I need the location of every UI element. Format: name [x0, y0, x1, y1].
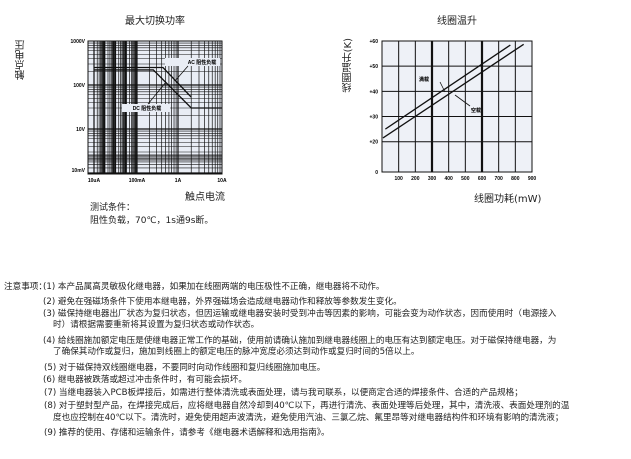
chart2-series-line-full-load: [384, 44, 511, 130]
chart2-series-line-no-load: [382, 43, 525, 139]
chart1-x-tick-label: 10A: [217, 178, 227, 184]
note-item: (4) 给线圈施加额定电压是使继电器正常工作的基础，使用前请确认施加到继电器线圈…: [43, 336, 557, 346]
chart1-ac-label: AC 阻性负载: [188, 59, 217, 66]
chart2-x-tick-label: 100: [394, 176, 403, 182]
chart1-x-tick-label: 10uA: [88, 178, 101, 184]
chart1-dc-label-bg: [122, 104, 170, 112]
chart2-x-tick-label: 400: [444, 176, 453, 182]
test-conditions-label: 测试条件：: [90, 203, 136, 213]
chart2-x-tick-label: 300: [428, 176, 437, 182]
chart2-x-tick-label: 800: [511, 176, 520, 182]
note-item: (8) 对于塑封型产品，在焊接完成后，应将继电器自然冷却到40℃以下，再进行清洗…: [44, 401, 570, 411]
note-item: 了确保其动作或复归，施加到线圈上的额定电压的脉冲宽度必须达到动作或复归时间的5倍…: [53, 347, 420, 357]
note-item: (9) 推荐的使用、存储和运输条件，请参考《继电器术语解释和选用指南》。: [44, 428, 330, 438]
note-item: (1) 本产品属高灵敏极化继电器，如果加在线圈两端的电压极性不正确，继电器将不动…: [43, 282, 385, 292]
chart1-x-tick-label: 1A: [175, 178, 182, 184]
chart2-y-tick-label: 0: [375, 170, 378, 176]
chart1-y-tick-label: 10mV: [72, 168, 86, 174]
chart2-x-tick-label: 500: [461, 176, 470, 182]
chart1-xlabel: 触点电流: [185, 192, 225, 203]
chart1-dc-arrow: [147, 81, 167, 105]
chart1-ac-label-bg: [165, 58, 220, 66]
chart2-x-tick-label: 600: [478, 176, 487, 182]
chart1-x-tick-label: 100mA: [129, 178, 146, 184]
chart2-y-tick-label: +40: [370, 89, 379, 95]
chart2-no-load-label: 空载: [471, 107, 481, 114]
chart1-y-tick-label: 1000V: [71, 39, 86, 45]
chart2-y-tick-label: +50: [370, 64, 379, 70]
chart2-y-tick-label: +20: [370, 140, 379, 146]
test-conditions-value: 阻性负载，70℃，1s通9s断。: [90, 216, 214, 226]
note-item: (5) 对于磁保持双线圈继电器，不要同时向动作线圈和复归线圈施加电压。: [44, 363, 326, 373]
chart2-plot-area: [381, 40, 533, 173]
chart1-y-tick-label: 100V: [73, 83, 85, 89]
chart1-ac-arrow: [174, 65, 189, 82]
note-item: (6) 继电器被跌落或超过冲击条件时，有可能会损坏。: [43, 375, 247, 385]
chart2-title: 线圈温升: [437, 16, 477, 27]
chart2-full-load-arrow: [439, 81, 446, 93]
note-item: (2) 避免在强磁场条件下使用本继电器，外界强磁场会造成继电器动作和释放等参数发…: [43, 297, 402, 307]
note-item: (3) 磁保持继电器出厂状态为复归状态，但因运输或继电器安装时受到冲击等因素的影…: [43, 309, 557, 319]
chart1-y-tick-label: 10V: [76, 127, 86, 133]
chart1-series-line-dc: [94, 69, 222, 109]
chart2-y-tick-label: +30: [370, 115, 379, 121]
chart2-full-load-label: 满载: [418, 76, 429, 83]
chart2-xlabel: 线圈功耗(mW): [474, 194, 542, 205]
chart1-title: 最大切换功率: [125, 16, 185, 27]
chart2-x-tick-label: 700: [494, 176, 503, 182]
note-item: (7) 当继电器装入PCB板焊接后，如需进行整体清洗或表面处理，请与我司联系，以…: [44, 388, 523, 398]
note-item: 时）请根据需要重新将其设置为复归状态或动作状态。: [53, 320, 260, 330]
chart1-dc-label: DC 阻性负载: [133, 105, 162, 112]
chart1-series-line-ac: [94, 66, 192, 98]
chart2-no-load-arrow: [454, 94, 471, 107]
note-item: 度也应控制在40℃以下。清洗时，避免使用超声波清洗，避免使用汽油、三氯乙烷、氟里…: [53, 413, 564, 423]
chart2-x-tick-label: 900: [528, 176, 537, 182]
chart2-y-tick-label: +60: [370, 39, 379, 45]
notes-label: 注意事项：: [4, 282, 47, 292]
chart2-x-tick-label: 200: [411, 176, 420, 182]
